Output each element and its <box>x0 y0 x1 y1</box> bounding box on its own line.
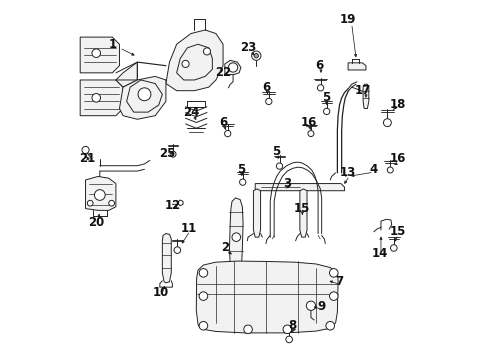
Circle shape <box>383 119 390 127</box>
Circle shape <box>244 325 252 334</box>
Polygon shape <box>165 30 223 91</box>
Text: 1: 1 <box>108 38 116 51</box>
Text: 22: 22 <box>215 66 231 79</box>
Text: 6: 6 <box>219 116 227 129</box>
Circle shape <box>283 325 291 334</box>
Polygon shape <box>116 62 137 87</box>
Circle shape <box>92 49 101 58</box>
Text: 6: 6 <box>261 81 269 94</box>
Circle shape <box>307 131 313 136</box>
Circle shape <box>170 151 176 157</box>
Circle shape <box>82 147 89 154</box>
Text: 12: 12 <box>164 198 181 212</box>
Polygon shape <box>196 261 337 333</box>
Circle shape <box>228 63 237 72</box>
Polygon shape <box>299 189 306 237</box>
Circle shape <box>231 233 240 242</box>
Circle shape <box>325 321 334 330</box>
Text: 13: 13 <box>339 166 355 179</box>
Circle shape <box>94 190 105 201</box>
Text: 19: 19 <box>339 13 356 26</box>
Polygon shape <box>80 80 123 116</box>
Circle shape <box>239 179 245 185</box>
Text: 8: 8 <box>288 319 296 332</box>
Text: 17: 17 <box>353 84 370 97</box>
Text: 10: 10 <box>152 286 168 299</box>
Circle shape <box>329 269 337 277</box>
Text: 25: 25 <box>159 147 176 160</box>
Circle shape <box>323 108 329 114</box>
Circle shape <box>199 269 207 277</box>
Circle shape <box>317 85 323 91</box>
Circle shape <box>87 201 93 206</box>
Text: 21: 21 <box>79 152 95 165</box>
Text: 11: 11 <box>181 222 197 235</box>
Polygon shape <box>224 60 241 75</box>
Circle shape <box>174 247 180 253</box>
Text: 5: 5 <box>272 145 280 158</box>
Text: 5: 5 <box>322 91 330 104</box>
Text: 14: 14 <box>371 247 387 260</box>
Text: 20: 20 <box>88 216 104 229</box>
Circle shape <box>199 292 207 300</box>
Text: 23: 23 <box>240 41 256 54</box>
Circle shape <box>329 292 337 300</box>
Circle shape <box>203 48 210 55</box>
Text: 7: 7 <box>334 275 343 288</box>
Text: 24: 24 <box>183 105 199 119</box>
Polygon shape <box>80 37 119 73</box>
Text: 3: 3 <box>283 177 291 190</box>
Polygon shape <box>255 184 344 191</box>
Polygon shape <box>162 234 171 283</box>
Circle shape <box>254 54 258 58</box>
Polygon shape <box>363 84 368 109</box>
Circle shape <box>224 130 230 137</box>
Polygon shape <box>253 189 260 237</box>
Circle shape <box>199 321 207 330</box>
Circle shape <box>285 336 292 343</box>
Circle shape <box>182 60 189 67</box>
Polygon shape <box>229 198 243 278</box>
Text: 9: 9 <box>317 300 325 313</box>
Circle shape <box>251 51 261 60</box>
Circle shape <box>390 245 396 251</box>
Text: 16: 16 <box>300 116 316 129</box>
Text: 16: 16 <box>389 152 406 165</box>
Text: 18: 18 <box>389 99 406 112</box>
Circle shape <box>92 94 101 102</box>
Text: 6: 6 <box>315 59 323 72</box>
Polygon shape <box>85 176 116 210</box>
Polygon shape <box>119 76 165 119</box>
Circle shape <box>305 301 315 310</box>
Text: 15: 15 <box>389 225 406 238</box>
Circle shape <box>386 167 392 173</box>
Circle shape <box>138 88 151 101</box>
Circle shape <box>276 163 282 169</box>
Text: 15: 15 <box>293 202 309 215</box>
Circle shape <box>265 98 271 104</box>
Text: 5: 5 <box>236 163 244 176</box>
Text: 2: 2 <box>221 241 228 255</box>
Circle shape <box>108 201 114 206</box>
Text: 4: 4 <box>368 163 376 176</box>
Polygon shape <box>347 63 365 70</box>
